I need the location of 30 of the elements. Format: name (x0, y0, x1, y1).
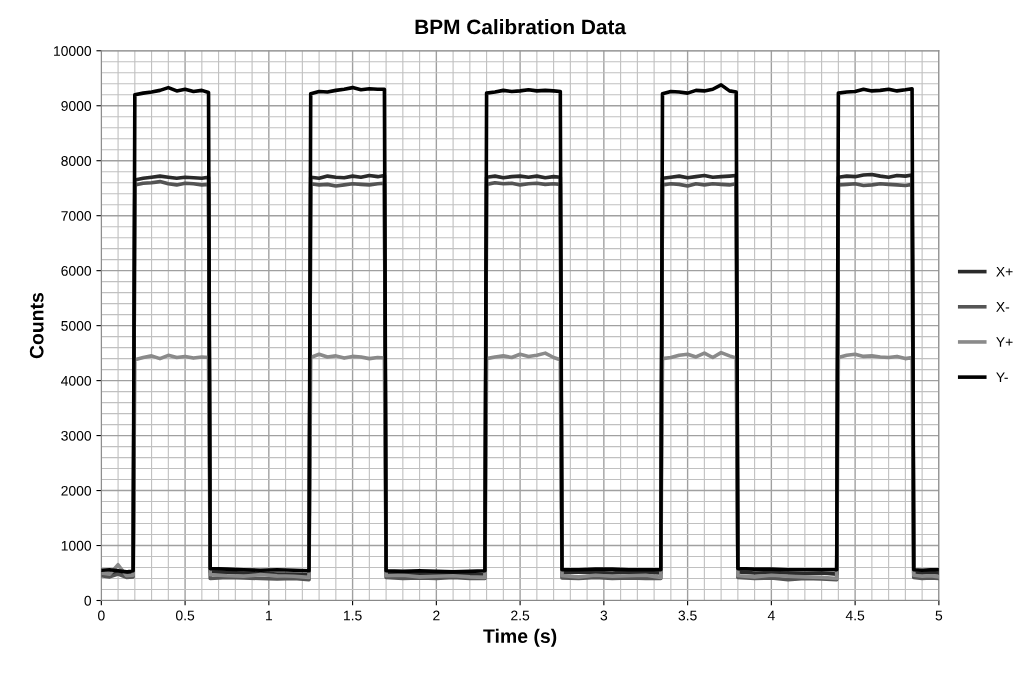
x-tick-label: 3.5 (678, 610, 697, 621)
legend-label: Y- (996, 372, 1008, 382)
y-tick-label: 9000 (61, 101, 92, 111)
y-tick-label: 4000 (61, 375, 92, 386)
y-tick-label: 10000 (54, 46, 92, 56)
legend-label: X+ (996, 266, 1013, 277)
x-tick-label: 5 (935, 610, 943, 621)
x-tick-label: 0.5 (175, 610, 195, 621)
line-series (101, 83, 939, 574)
x-tick-label: 4.5 (845, 610, 865, 621)
y-tick-label: 5000 (61, 320, 92, 331)
x-tick-label: 2 (433, 610, 440, 621)
y-tick-label: 2000 (61, 485, 92, 496)
x-axis-title: Time (s) (483, 628, 557, 647)
y-tick-label: 6000 (61, 266, 92, 276)
x-tick-label: 0 (98, 610, 105, 621)
x-tick-label: 2.5 (511, 610, 530, 621)
x-tick-label: 3 (600, 610, 608, 621)
y-axis-title: Counts (29, 292, 44, 359)
x-tick-label: 4 (767, 610, 775, 621)
x-tick-label: 1.5 (344, 610, 362, 621)
y-tick-label: 3000 (61, 430, 92, 441)
legend-label: Y+ (996, 337, 1013, 347)
y-tick-label: 1000 (61, 540, 92, 551)
y-tick-label: 0 (84, 595, 92, 606)
legend-label: X- (996, 302, 1010, 312)
x-tick-label: 1 (266, 610, 273, 621)
y-tick-label: 7000 (61, 211, 92, 221)
chart-title: BPM Calibration Data (415, 19, 627, 35)
y-tick-label: 8000 (61, 156, 92, 166)
